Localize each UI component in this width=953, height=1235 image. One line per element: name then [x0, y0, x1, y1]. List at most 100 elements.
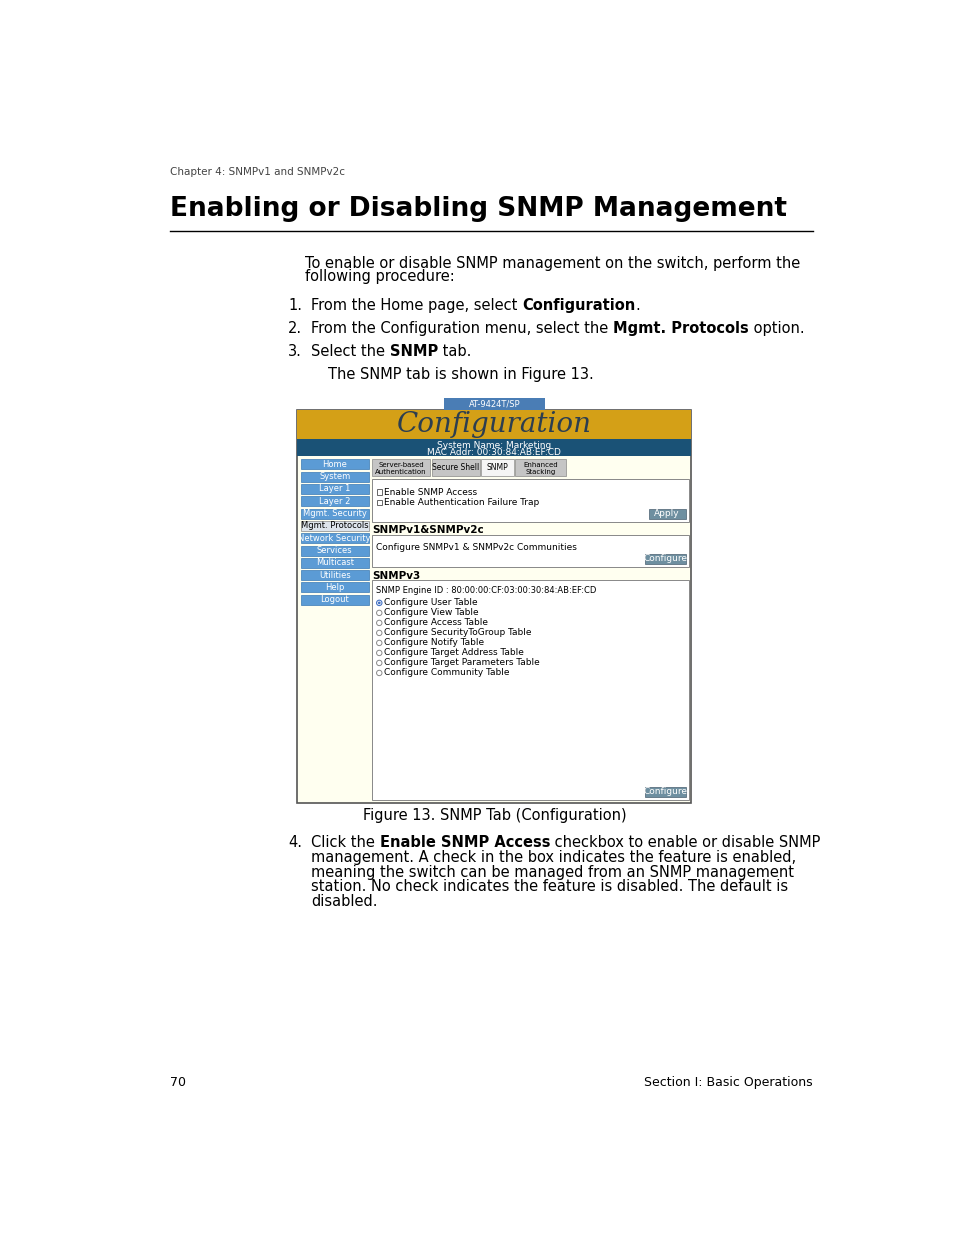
- Text: Enable SNMP Access: Enable SNMP Access: [384, 488, 476, 496]
- Text: option.: option.: [748, 321, 804, 336]
- Bar: [300, 472, 369, 482]
- Text: tab.: tab.: [437, 345, 471, 359]
- Text: checkbox to enable or disable SNMP: checkbox to enable or disable SNMP: [550, 835, 820, 851]
- Circle shape: [377, 601, 380, 604]
- Text: Network Security: Network Security: [298, 534, 371, 542]
- Text: Select the: Select the: [311, 345, 390, 359]
- Text: station. No check indicates the feature is disabled. The default is: station. No check indicates the feature …: [311, 879, 788, 894]
- Text: Configure SecurityToGroup Table: Configure SecurityToGroup Table: [384, 629, 531, 637]
- Bar: [300, 459, 369, 469]
- Bar: [372, 478, 688, 521]
- Text: management. A check in the box indicates the feature is enabled,: management. A check in the box indicates…: [311, 850, 796, 864]
- Bar: [300, 534, 369, 543]
- Text: Enable Authentication Failure Trap: Enable Authentication Failure Trap: [384, 498, 539, 508]
- Circle shape: [376, 620, 381, 626]
- Text: SNMPv3: SNMPv3: [372, 571, 419, 580]
- Bar: [300, 583, 369, 593]
- Bar: [300, 571, 369, 580]
- Bar: [300, 595, 369, 605]
- Text: disabled.: disabled.: [311, 894, 377, 909]
- Text: Mgmt. Protocols: Mgmt. Protocols: [300, 521, 368, 530]
- Text: 3.: 3.: [288, 345, 302, 359]
- Text: Authentication: Authentication: [375, 469, 426, 475]
- Text: following procedure:: following procedure:: [305, 269, 455, 284]
- Bar: [376, 489, 381, 495]
- Text: Enhanced: Enhanced: [522, 462, 558, 468]
- Bar: [645, 555, 685, 564]
- Text: Secure Shell: Secure Shell: [432, 463, 478, 472]
- Text: Layer 2: Layer 2: [318, 496, 350, 506]
- Text: 4.: 4.: [288, 835, 302, 851]
- Bar: [300, 521, 369, 531]
- Text: Configure: Configure: [643, 555, 687, 563]
- Bar: [300, 484, 369, 494]
- Bar: [645, 787, 685, 797]
- Text: Mgmt. Protocols: Mgmt. Protocols: [613, 321, 748, 336]
- Text: The SNMP tab is shown in Figure 13.: The SNMP tab is shown in Figure 13.: [328, 367, 594, 382]
- Text: Configure Notify Table: Configure Notify Table: [384, 638, 484, 647]
- Text: Section I: Basic Operations: Section I: Basic Operations: [643, 1076, 812, 1089]
- Bar: [372, 459, 430, 477]
- Text: 2.: 2.: [288, 321, 302, 336]
- Text: Configuration: Configuration: [396, 411, 591, 438]
- Bar: [372, 580, 688, 799]
- Text: From the Configuration menu, select the: From the Configuration menu, select the: [311, 321, 613, 336]
- Text: System: System: [318, 472, 350, 482]
- Bar: [480, 459, 513, 477]
- Circle shape: [376, 600, 381, 605]
- Text: Services: Services: [316, 546, 353, 555]
- Text: System Name: Marketing: System Name: Marketing: [436, 441, 551, 450]
- Bar: [431, 459, 479, 477]
- Text: AT-9424T/SP: AT-9424T/SP: [468, 399, 519, 409]
- Text: SNMP: SNMP: [390, 345, 437, 359]
- Text: Server-based: Server-based: [377, 462, 423, 468]
- Text: Configure Access Table: Configure Access Table: [384, 619, 488, 627]
- Text: Enabling or Disabling SNMP Management: Enabling or Disabling SNMP Management: [170, 196, 786, 222]
- Text: From the Home page, select: From the Home page, select: [311, 298, 522, 312]
- Text: Apply: Apply: [654, 509, 679, 517]
- Text: Figure 13. SNMP Tab (Configuration): Figure 13. SNMP Tab (Configuration): [362, 808, 625, 823]
- Bar: [297, 440, 691, 456]
- Bar: [300, 509, 369, 519]
- Bar: [300, 496, 369, 506]
- Text: SNMP Engine ID : 80:00:00:CF:03:00:30:84:AB:EF:CD: SNMP Engine ID : 80:00:00:CF:03:00:30:84…: [375, 585, 596, 595]
- Circle shape: [376, 671, 381, 676]
- Text: Enable SNMP Access: Enable SNMP Access: [379, 835, 550, 851]
- Bar: [297, 410, 691, 440]
- Text: Configure Target Address Table: Configure Target Address Table: [384, 648, 523, 657]
- Circle shape: [376, 640, 381, 646]
- Text: Configuration: Configuration: [522, 298, 635, 312]
- Text: Utilities: Utilities: [318, 571, 350, 579]
- Bar: [372, 535, 688, 567]
- Bar: [515, 459, 565, 477]
- Text: Stacking: Stacking: [525, 469, 555, 475]
- Text: meaning the switch can be managed from an SNMP management: meaning the switch can be managed from a…: [311, 864, 794, 879]
- Text: MAC Addr: 00:30:84:AB:EF:CD: MAC Addr: 00:30:84:AB:EF:CD: [427, 448, 560, 457]
- Text: Configure View Table: Configure View Table: [384, 609, 478, 618]
- Circle shape: [376, 630, 381, 636]
- Bar: [297, 410, 691, 803]
- Text: Configure SNMPv1 & SNMPv2c Communities: Configure SNMPv1 & SNMPv2c Communities: [375, 542, 576, 552]
- Bar: [443, 398, 544, 410]
- Text: To enable or disable SNMP management on the switch, perform the: To enable or disable SNMP management on …: [305, 256, 800, 270]
- Text: Configure User Table: Configure User Table: [384, 599, 477, 608]
- Text: Configure Target Parameters Table: Configure Target Parameters Table: [384, 658, 539, 667]
- Circle shape: [376, 610, 381, 615]
- Text: 1.: 1.: [288, 298, 302, 312]
- Bar: [300, 546, 369, 556]
- Bar: [300, 558, 369, 568]
- Text: Home: Home: [322, 459, 347, 469]
- Text: Multicast: Multicast: [315, 558, 354, 567]
- Text: Layer 1: Layer 1: [318, 484, 350, 494]
- Text: Mgmt. Security: Mgmt. Security: [302, 509, 366, 517]
- Text: .: .: [635, 298, 639, 312]
- Text: Chapter 4: SNMPv1 and SNMPv2c: Chapter 4: SNMPv1 and SNMPv2c: [170, 167, 344, 177]
- Text: Configure: Configure: [643, 787, 687, 797]
- Text: Configure Community Table: Configure Community Table: [384, 668, 509, 678]
- Text: SNMPv1&SNMPv2c: SNMPv1&SNMPv2c: [372, 525, 483, 535]
- Text: Click the: Click the: [311, 835, 379, 851]
- Circle shape: [376, 661, 381, 666]
- Text: 70: 70: [170, 1076, 186, 1089]
- Text: Logout: Logout: [320, 595, 349, 604]
- Text: SNMP: SNMP: [486, 463, 508, 472]
